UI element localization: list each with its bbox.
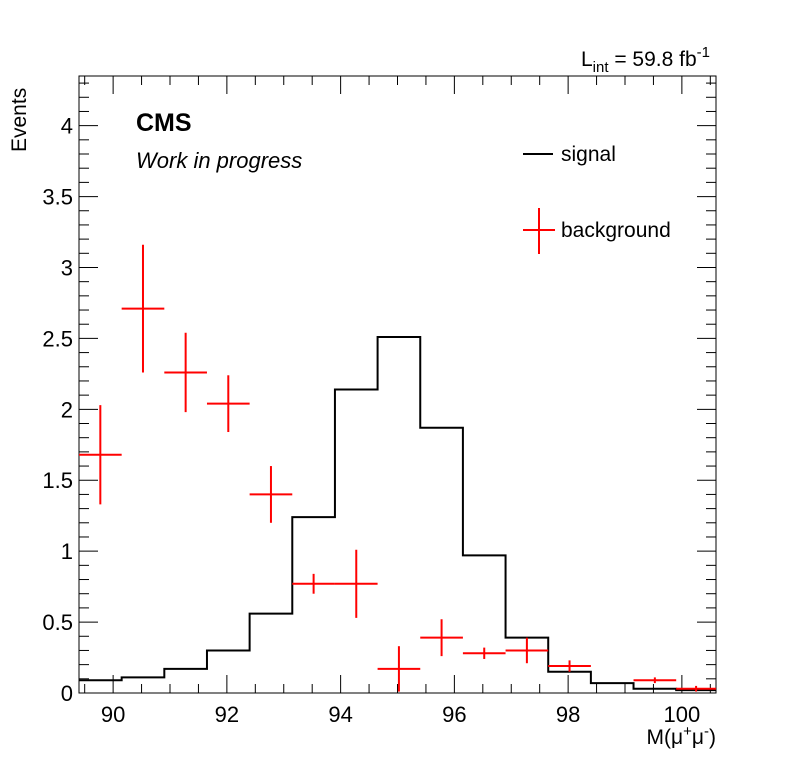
background-series (79, 244, 716, 692)
y-tick-label: 0 (61, 681, 73, 706)
background-point (121, 244, 165, 373)
axis-ticks (79, 76, 716, 694)
status-label: Work in progress (136, 148, 302, 173)
legend: signal background (523, 143, 671, 254)
y-tick-label: 0.5 (42, 610, 73, 635)
y-tick-label: 4 (61, 114, 73, 139)
x-tick-label: 100 (664, 702, 701, 727)
x-axis-title: M(μ+μ-) (647, 723, 716, 749)
background-point (292, 573, 335, 594)
background-point (505, 637, 549, 664)
legend-background-label: background (561, 219, 671, 242)
x-tick-label: 90 (101, 702, 125, 727)
y-tick-label: 2 (61, 397, 73, 422)
y-axis-title: Events (8, 88, 31, 152)
background-point (334, 549, 378, 618)
background-point (206, 375, 250, 433)
background-point (164, 332, 207, 413)
x-tick-label: 98 (556, 702, 580, 727)
background-point (676, 685, 716, 692)
signal-series (79, 335, 716, 692)
x-tick-label: 92 (215, 702, 239, 727)
y-tick-label: 3.5 (42, 185, 73, 210)
x-tick-label: 94 (328, 702, 352, 727)
background-point (420, 619, 463, 657)
y-tick-label: 3 (61, 255, 73, 280)
y-tick-label: 1 (61, 539, 73, 564)
background-point (462, 647, 506, 659)
signal-step-line (79, 335, 716, 692)
y-tick-label: 1.5 (42, 468, 73, 493)
y-tick-label: 2.5 (42, 326, 73, 351)
legend-signal-label: signal (561, 143, 616, 166)
background-point (249, 466, 293, 523)
background-point (548, 660, 591, 672)
background-point (633, 677, 677, 684)
x-tick-labels: 90 92 94 96 98 100 (101, 702, 700, 727)
luminosity-label: Lint = 59.8 fb-1 (581, 44, 710, 76)
x-tick-label: 96 (442, 702, 466, 727)
y-tick-labels: 0 0.5 1 1.5 2 2.5 3 3.5 4 (42, 114, 73, 706)
background-point (79, 405, 122, 505)
cms-label: CMS (136, 109, 192, 137)
background-point (377, 646, 421, 692)
